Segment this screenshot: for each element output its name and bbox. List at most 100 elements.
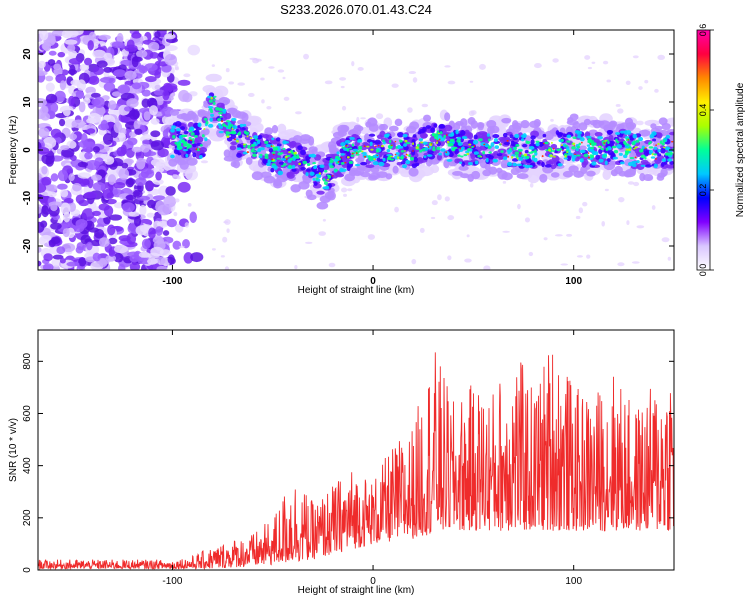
spectrogram-noise-blob [38, 97, 47, 108]
spectrogram-noise-blob [109, 214, 123, 221]
spectrogram-noise-blob [126, 233, 137, 245]
spectrogram-faint-blob [367, 234, 376, 240]
spectrogram-signal-blob [657, 148, 661, 153]
spectrogram-noise-blob [156, 98, 164, 106]
spectrogram-signal-blob [283, 141, 290, 144]
spectrogram-signal-blob [405, 141, 411, 145]
spectrogram-signal-blob [291, 168, 297, 172]
spectrogram-y-tick-label: 10 [22, 96, 33, 108]
spectrogram-signal-blob [640, 154, 646, 159]
spectrogram-signal-blob [403, 143, 407, 147]
spectrogram-signal-blob [172, 135, 176, 139]
spectrogram-noise-blob [78, 101, 86, 113]
spectrogram-faint-blob [636, 120, 644, 126]
spectrogram-signal-blob [344, 161, 347, 164]
spectrogram-noise-blob [45, 75, 54, 82]
spectrogram-noise-blob [141, 238, 151, 250]
spectrogram-faint-blob [184, 222, 190, 228]
spectrogram-signal-blob [399, 139, 403, 143]
spectrogram-noise-blob [59, 258, 66, 264]
snr-y-axis-label: SNR (10 * v/v) [8, 418, 19, 482]
spectrogram-signal-blob [370, 148, 374, 151]
spectrogram-faint-blob [582, 201, 588, 207]
spectrogram-signal-blob [271, 158, 274, 161]
spectrogram-signal-blob [469, 146, 472, 149]
spectrogram-signal-blob [397, 156, 400, 160]
spectrogram-signal-blob [619, 161, 625, 165]
spectrogram-signal-blob [264, 153, 269, 157]
spectrogram-signal-blob [423, 155, 427, 158]
spectrogram-signal-blob [357, 139, 363, 143]
spectrogram-signal-blob [223, 149, 231, 158]
spectrogram-signal-blob [606, 129, 614, 134]
spectrogram-noise-blob [53, 63, 62, 71]
spectrogram-x-tick-label: -100 [162, 276, 182, 287]
spectrogram-signal-blob [435, 141, 439, 145]
spectrogram-signal-blob [369, 141, 373, 147]
spectrogram-signal-blob [460, 155, 464, 158]
spectrogram-noise-blob [77, 172, 91, 179]
spectrogram-signal-blob [619, 130, 626, 134]
spectrogram-noise-blob [57, 51, 66, 58]
spectrogram-signal-blob [208, 108, 213, 111]
spectrogram-signal-blob [651, 131, 657, 136]
spectrogram-noise-blob [41, 176, 52, 186]
spectrogram-noise-blob [81, 208, 95, 220]
spectrogram-signal-blob [624, 130, 628, 135]
spectrogram-signal-blob [243, 145, 246, 148]
spectrogram-noise-blob [150, 140, 165, 151]
spectrogram-noise-blob [113, 182, 126, 189]
spectrogram-signal-blob [229, 145, 237, 151]
spectrogram-noise-blob [38, 221, 45, 233]
spectrogram-signal-blob [461, 135, 468, 140]
spectrogram-signal-blob [461, 146, 465, 150]
spectrogram-noise-blob [50, 128, 62, 138]
spectrogram-signal-blob [625, 122, 637, 130]
spectrogram-signal-blob [300, 166, 307, 171]
spectrogram-signal-blob [664, 152, 670, 156]
spectrogram-signal-blob [588, 152, 590, 155]
spectrogram-signal-blob [466, 152, 470, 155]
spectrogram-signal-blob [231, 117, 237, 122]
spectrogram-signal-blob [218, 130, 224, 134]
spectrogram-signal-blob [395, 152, 400, 156]
spectrogram-signal-blob [404, 139, 408, 143]
spectrogram-signal-blob [615, 132, 621, 135]
spectrogram-signal-blob [430, 143, 433, 145]
spectrogram-signal-blob [449, 143, 454, 147]
spectrogram-signal-blob [587, 156, 591, 159]
spectrogram-faint-blob [341, 187, 348, 193]
spectrogram-signal-blob [591, 150, 596, 155]
spectrogram-noise-blob [129, 254, 140, 263]
spectrogram-noise-blob [138, 65, 148, 74]
spectrogram-signal-blob [515, 154, 519, 159]
spectrogram-signal-blob [463, 154, 468, 157]
spectrogram-signal-blob [346, 147, 350, 152]
spectrogram-faint-blob [657, 54, 665, 60]
spectrogram-signal-blob [431, 132, 436, 137]
spectrogram-noise-blob [65, 30, 79, 38]
spectrogram-noise-blob [92, 153, 107, 160]
spectrogram-noise-blob [118, 168, 130, 180]
spectrogram-signal-blob [549, 154, 554, 157]
spectrogram-signal-blob [351, 143, 355, 147]
spectrogram-signal-blob [188, 129, 192, 133]
snr-y-ticks: 0 200 400 600 800 [22, 353, 674, 573]
spectrogram-signal-blob [530, 139, 535, 145]
spectrogram-noise-blob [103, 82, 116, 92]
spectrogram-signal-blob [618, 152, 623, 156]
spectrogram-noise-blob [125, 194, 137, 201]
spectrogram-signal-blob [564, 144, 568, 147]
spectrogram-signal-blob [525, 155, 530, 159]
spectrogram-signal-blob [412, 142, 415, 146]
spectrogram-signal-blob [512, 122, 523, 130]
spectrogram-noise-blob [163, 82, 172, 91]
spectrogram-noise-blob [147, 181, 154, 191]
spectrogram-signal-blob [459, 118, 468, 128]
spectrogram-signal-blob [514, 133, 520, 139]
spectrogram-noise-blob [57, 183, 68, 190]
snr-y-tick-label: 600 [22, 405, 33, 422]
spectrogram-signal-blob [574, 130, 580, 134]
spectrogram-signal-blob [272, 147, 277, 152]
